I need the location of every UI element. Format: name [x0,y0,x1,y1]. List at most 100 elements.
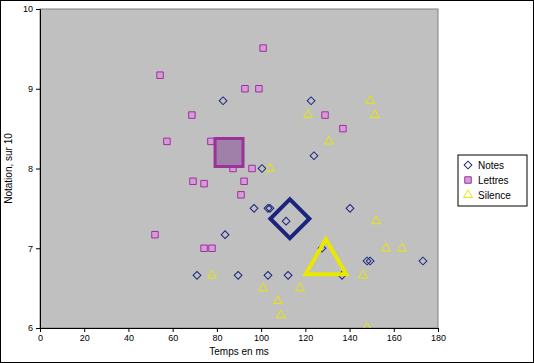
x-tick-mark [84,328,85,332]
x-tick-label: 100 [254,333,269,343]
point [363,323,372,328]
point [322,112,328,118]
y-axis-title: Notation, sur 10 [3,133,14,204]
mean-point [215,139,243,167]
point [193,271,201,279]
x-tick: 100 [254,328,269,343]
x-tick-mark [173,328,174,332]
series-1 [152,45,346,252]
y-tick-label: 10 [23,4,33,14]
legend-box [458,155,527,206]
y-tick-mark [36,328,40,329]
x-tick: 40 [124,328,134,343]
point [266,205,274,213]
legend-label: Silence [478,190,511,201]
point [307,97,315,105]
y-axis-line [36,10,41,329]
x-tick-mark [261,328,262,332]
point [238,192,244,198]
point [265,163,274,171]
mean-point [306,239,347,274]
x-tick-label: 0 [38,333,43,343]
y-axis: 6 7 8 9 10 [23,4,41,333]
y-tick: 6 [28,323,40,333]
point [372,216,381,224]
x-tick-mark [350,328,351,332]
point [397,243,406,251]
point [234,271,242,279]
x-tick: 60 [168,328,178,343]
x-tick-label: 20 [80,333,90,343]
legend-symbol [463,190,472,198]
point [249,165,255,171]
x-tick: 120 [298,328,313,343]
x-tick-mark [438,328,439,332]
point [208,138,214,144]
points [152,45,427,328]
point [296,283,305,291]
x-axis-line [41,329,439,333]
legend: Notes Lettres Silence [458,155,527,206]
y-tick: 10 [23,4,40,14]
point [258,165,266,173]
point [284,271,292,279]
y-tick-label: 6 [28,323,33,333]
point [346,205,354,213]
point [221,231,229,239]
point [366,257,374,265]
y-tick: 7 [28,244,40,254]
x-axis-title: Temps en ms [209,346,268,357]
point [382,243,391,251]
x-tick-mark [305,328,306,332]
y-tick-label: 8 [28,164,33,174]
point [260,45,266,51]
x-tick-label: 160 [387,333,402,343]
point [324,136,333,144]
point [273,296,282,304]
legend-label: Notes [478,160,504,171]
point [209,245,215,251]
legend-label: Lettres [478,175,509,186]
point [250,205,258,213]
plot-area [40,9,438,328]
point [419,257,427,265]
x-tick: 20 [80,328,90,343]
y-tick-label: 7 [28,244,33,254]
point [164,138,170,144]
x-tick-mark [217,328,218,332]
series-2 [208,96,407,328]
point [363,257,371,265]
y-tick-mark [36,89,40,90]
point [310,152,318,160]
point [370,110,379,118]
series-0 [193,97,427,279]
x-tick: 160 [387,328,402,343]
point [282,217,290,225]
point [201,245,207,251]
legend-symbol [465,177,471,183]
point [242,86,248,92]
x-tick-label: 80 [212,333,222,343]
y-tick-mark [36,169,40,170]
x-tick-mark [394,328,395,332]
y-tick-label: 9 [28,84,33,94]
point [303,110,312,118]
x-axis: 0 20 40 60 80 100 120 140 160 180 [38,328,446,343]
point [259,283,268,291]
y-tick: 8 [28,164,40,174]
point [190,178,196,184]
y-tick-mark [36,9,40,10]
point [157,72,163,78]
point [366,96,375,104]
point [256,86,262,92]
point [219,97,227,105]
point [208,270,217,278]
legend-symbol [464,161,472,169]
point [241,178,247,184]
x-tick-label: 140 [343,333,358,343]
x-tick-label: 60 [168,333,178,343]
chart: 0 20 40 60 80 100 120 140 160 180 6 7 8 9 10 Temps en m… [0,0,534,363]
x-tick-label: 180 [431,333,446,343]
x-tick: 0 [38,328,43,343]
x-tick: 140 [343,328,358,343]
